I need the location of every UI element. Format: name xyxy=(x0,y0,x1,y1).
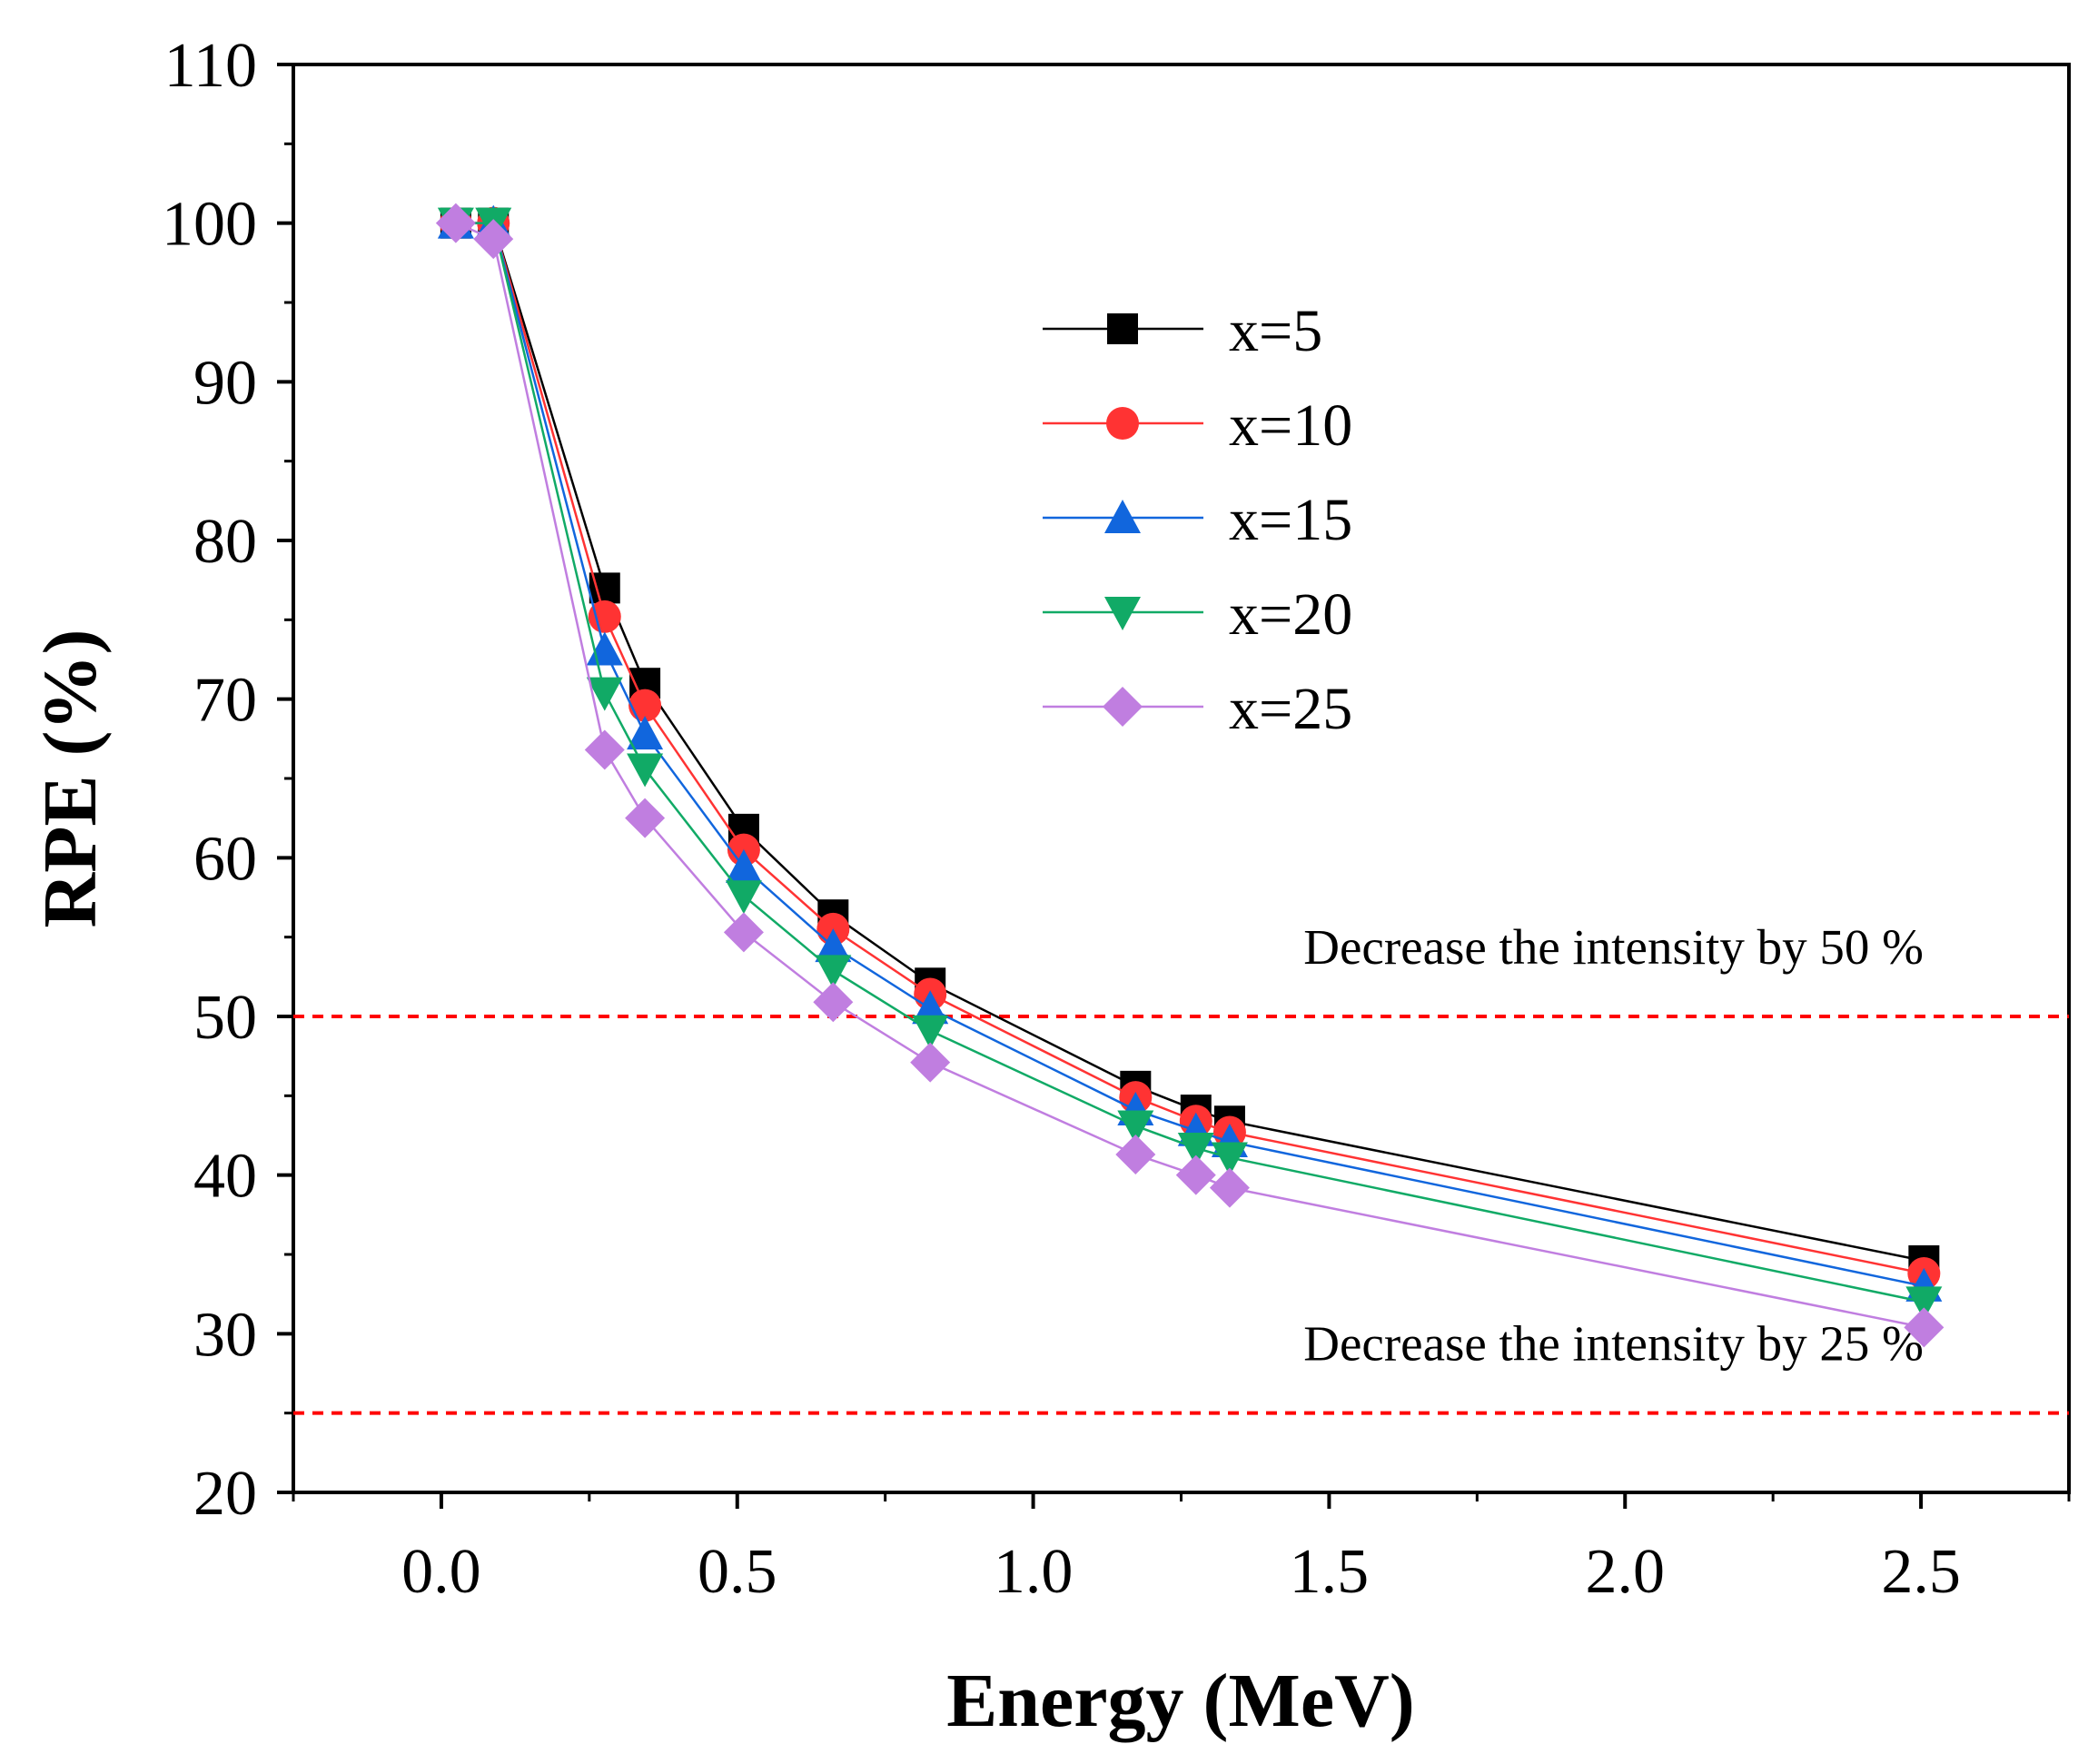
data-point-x=20 xyxy=(1211,1142,1248,1176)
legend-label: x=5 xyxy=(1229,298,1322,364)
legend: x=5 x=10 x=15 x=20 x=25 xyxy=(1043,298,1352,742)
y-tick-label: 100 xyxy=(162,190,257,260)
legend-marker-x=20 xyxy=(1104,597,1141,630)
x-tick-label: 1.5 xyxy=(1290,1537,1370,1607)
axis-ticks: 0.0 0.5 1.0 1.5 2.0 2.5 20 30 40 50 60 70 80 90 100 110 xyxy=(162,31,2071,1607)
data-point-x=20 xyxy=(1905,1286,1943,1321)
y-axis-title: RPE (%) xyxy=(28,629,113,928)
x-tick-label: 0.5 xyxy=(698,1537,777,1607)
x-axis-title: Energy (MeV) xyxy=(946,1659,1414,1743)
data-point-x=10 xyxy=(588,600,621,633)
data-point-x=20 xyxy=(725,880,762,915)
x-tick-label: 1.0 xyxy=(994,1537,1074,1607)
data-point-x=10 xyxy=(628,689,662,722)
data-point-x=25 xyxy=(813,982,854,1023)
legend-label: x=25 xyxy=(1229,676,1352,742)
y-tick-label: 50 xyxy=(193,983,257,1053)
data-point-x=25 xyxy=(584,729,625,770)
data-point-x=25 xyxy=(625,798,666,838)
x-tick-label: 0.0 xyxy=(401,1537,481,1607)
data-point-x=25 xyxy=(435,203,476,243)
y-tick-label: 40 xyxy=(193,1142,257,1212)
legend-label: x=15 xyxy=(1229,487,1352,553)
data-point-x=25 xyxy=(473,219,514,260)
data-point-x=20 xyxy=(1177,1132,1214,1166)
y-tick-label: 70 xyxy=(193,666,257,736)
legend-marker-x=5 xyxy=(1107,313,1138,344)
data-point-x=15 xyxy=(725,848,762,883)
data-point-x=25 xyxy=(1115,1134,1156,1174)
y-tick-label: 20 xyxy=(193,1459,257,1529)
y-tick-label: 110 xyxy=(164,31,257,101)
plot-frame xyxy=(292,63,2071,1494)
reference-annotation-25: Decrease the intensity by 25 % xyxy=(1303,1316,1924,1372)
data-point-x=15 xyxy=(627,716,664,750)
data-point-x=20 xyxy=(815,955,852,989)
legend-label: x=20 xyxy=(1229,581,1352,648)
y-tick-label: 30 xyxy=(193,1300,257,1370)
y-tick-label: 80 xyxy=(193,507,257,577)
data-point-x=20 xyxy=(586,677,623,711)
reference-lines: Decrease the intensity by 50 % Decrease t… xyxy=(293,919,2069,1415)
data-point-x=20 xyxy=(912,1015,949,1049)
reference-annotation-50: Decrease the intensity by 50 % xyxy=(1303,919,1924,975)
x-tick-label: 2.5 xyxy=(1881,1537,1961,1607)
y-tick-label: 90 xyxy=(193,348,257,418)
data-point-x=25 xyxy=(723,912,764,953)
data-point-x=20 xyxy=(1117,1110,1154,1145)
data-point-x=20 xyxy=(627,753,664,788)
data-point-x=25 xyxy=(910,1042,951,1083)
data-point-x=25 xyxy=(1904,1307,1945,1348)
legend-label: x=10 xyxy=(1229,392,1352,459)
x-tick-label: 2.0 xyxy=(1586,1537,1666,1607)
legend-marker-x=10 xyxy=(1106,407,1139,440)
data-point-x=25 xyxy=(1209,1167,1250,1208)
y-tick-label: 60 xyxy=(193,824,257,894)
data-series xyxy=(435,203,1945,1348)
data-point-x=25 xyxy=(1175,1155,1216,1195)
data-point-x=15 xyxy=(815,928,852,963)
legend-marker-x=25 xyxy=(1103,687,1143,727)
legend-marker-x=15 xyxy=(1104,500,1141,533)
